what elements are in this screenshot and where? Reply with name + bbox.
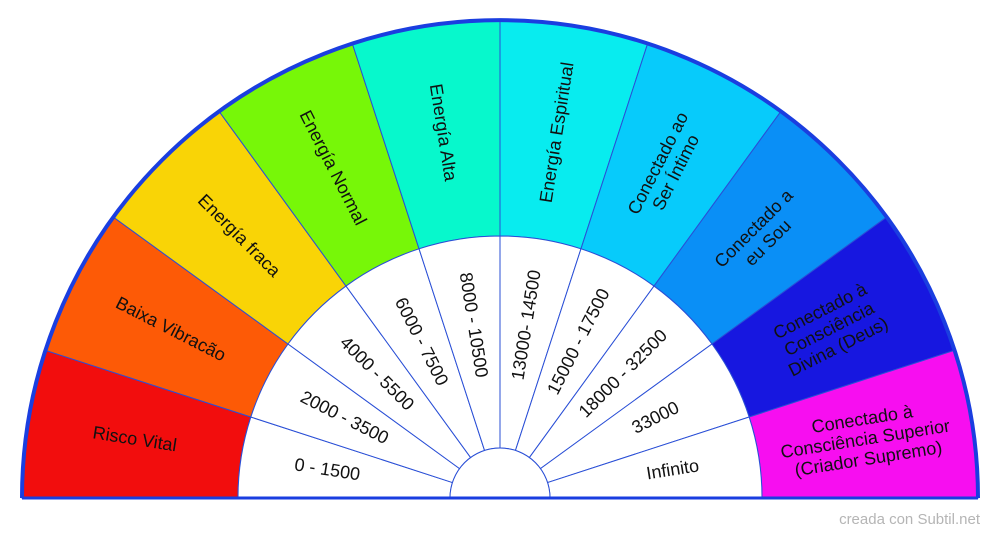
hub bbox=[449, 447, 551, 499]
footer: creada con Subtil.net bbox=[839, 511, 981, 528]
outer-border bbox=[20, 18, 980, 499]
